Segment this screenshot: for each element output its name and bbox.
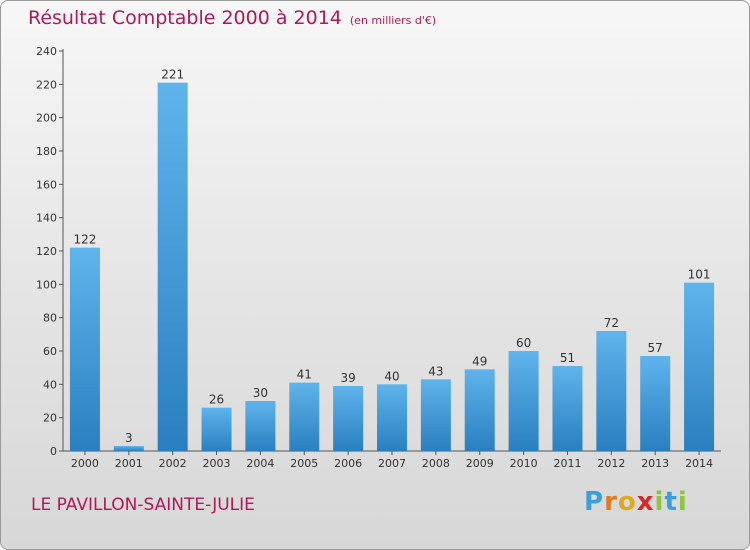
bar-value-label: 101 [688, 268, 711, 282]
bar-value-label: 30 [253, 386, 268, 400]
bar [69, 247, 100, 451]
x-tick-label: 2011 [553, 457, 581, 470]
logo-letter: P [584, 487, 605, 517]
x-tick-label: 2004 [246, 457, 274, 470]
bar [596, 331, 627, 451]
x-tick-label: 2009 [466, 457, 494, 470]
bar-value-label: 51 [560, 351, 575, 365]
x-tick-label: 2005 [290, 457, 318, 470]
y-tick-label: 100 [36, 278, 57, 291]
title-text: Résultat Comptable 2000 à 2014 [28, 7, 342, 29]
bar-value-label: 43 [428, 364, 443, 378]
bar-value-label: 122 [73, 233, 96, 247]
bar [245, 401, 276, 451]
y-tick-label: 80 [43, 312, 57, 325]
y-tick-label: 220 [36, 78, 57, 91]
logo-letter: x [636, 487, 655, 517]
y-tick-label: 160 [36, 178, 57, 191]
y-tick-label: 140 [36, 212, 57, 225]
y-tick-label: 120 [36, 245, 57, 258]
x-tick-label: 2007 [378, 457, 406, 470]
bar-value-label: 40 [384, 369, 399, 383]
bar-value-label: 41 [297, 368, 312, 382]
bar-value-label: 221 [161, 68, 184, 82]
x-tick-label: 2003 [203, 457, 231, 470]
bar-value-label: 57 [648, 341, 663, 355]
x-tick-label: 2001 [115, 457, 143, 470]
bar [640, 356, 671, 451]
x-tick-label: 2000 [71, 457, 99, 470]
bar-value-label: 39 [340, 371, 355, 385]
bars: 122 3 221 26 30 41 39 40 43 49 60 51 72 57 101 [69, 68, 715, 452]
chart-title: Résultat Comptable 2000 à 2014 (en millie… [28, 7, 436, 29]
y-tick-label: 0 [50, 445, 57, 458]
y-tick-label: 240 [36, 45, 57, 58]
bar [333, 386, 364, 451]
bar [113, 446, 144, 451]
logo-letter: r [604, 487, 618, 517]
y-tick-label: 60 [43, 345, 57, 358]
x-tick-label: 2014 [685, 457, 713, 470]
bar [684, 282, 715, 451]
x-axis-ticks: 2000 2001 2002 2003 2004 2005 2006 2007 2008 2009… [71, 451, 713, 470]
logo-letter: o [617, 487, 637, 517]
bar [420, 379, 451, 451]
x-tick-label: 2012 [597, 457, 625, 470]
bar-value-label: 49 [472, 354, 487, 368]
logo-letter: t [664, 487, 678, 517]
x-tick-label: 2013 [641, 457, 669, 470]
x-tick-label: 2006 [334, 457, 362, 470]
town-name: LE PAVILLON-SAINTE-JULIE [31, 495, 255, 515]
y-tick-label: 180 [36, 145, 57, 158]
x-tick-label: 2008 [422, 457, 450, 470]
bar [377, 384, 407, 451]
y-tick-label: 200 [36, 112, 57, 125]
bar-value-label: 26 [209, 393, 224, 407]
logo-letter: i [677, 487, 688, 517]
bar [157, 82, 188, 452]
y-tick-label: 20 [43, 412, 57, 425]
x-tick-label: 2002 [159, 457, 187, 470]
y-tick-label: 40 [43, 378, 57, 391]
proxiti-logo: Proxiti [584, 487, 688, 517]
bar [508, 351, 539, 451]
y-axis-ticks: 0 20 40 60 80 100 120 140 160 180 200 220 240 [36, 45, 63, 458]
bar [289, 382, 320, 451]
bar-value-label: 60 [516, 336, 531, 350]
bar [201, 407, 232, 451]
title-unit: (en milliers d'€) [349, 14, 437, 27]
logo-letter: i [654, 487, 665, 517]
x-tick-label: 2010 [510, 457, 538, 470]
bar [552, 366, 583, 451]
bar-value-label: 72 [604, 316, 619, 330]
bar [464, 369, 495, 451]
bar-value-label: 3 [125, 431, 133, 445]
